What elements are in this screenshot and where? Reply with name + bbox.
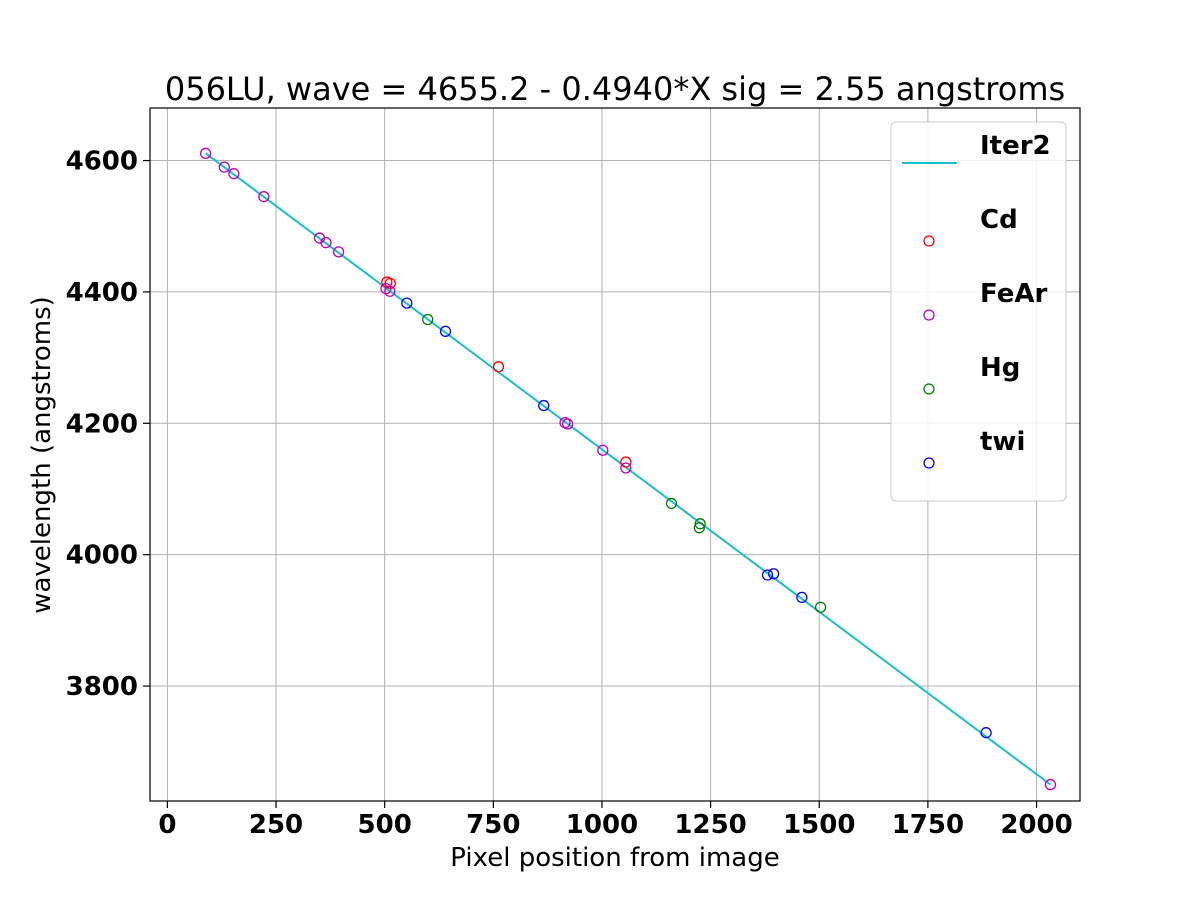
y-axis-label: wavelength (angstroms) xyxy=(27,296,57,614)
point-fear xyxy=(332,246,345,258)
x-tick-label: 1750 xyxy=(892,810,964,840)
point-twi xyxy=(439,325,452,337)
legend-label-iter2: Iter2 xyxy=(980,131,1051,161)
x-tick-label: 1250 xyxy=(674,810,746,840)
point-twi xyxy=(401,297,413,309)
legend-marker-twi xyxy=(923,457,935,469)
point-twi xyxy=(980,727,992,739)
x-tick-label: 500 xyxy=(358,810,412,840)
point-fear xyxy=(561,418,574,430)
legend-label-cd: Cd xyxy=(980,205,1018,235)
x-tick-label: 1000 xyxy=(566,810,638,840)
legend-marker-hg xyxy=(923,383,935,395)
point-hg xyxy=(694,518,706,530)
x-tick-label: 750 xyxy=(466,810,520,840)
fit-line-group xyxy=(205,152,1052,786)
point-cd xyxy=(620,456,632,468)
point-fear xyxy=(199,147,212,159)
point-twi xyxy=(538,399,550,412)
point-hg xyxy=(814,601,827,613)
x-tick-label: 2000 xyxy=(1000,810,1072,840)
point-fear xyxy=(620,462,632,474)
data-points xyxy=(199,147,1057,791)
x-tick-label: 0 xyxy=(158,810,176,840)
point-fear xyxy=(320,237,332,249)
fit-line-iter2 xyxy=(205,152,1052,786)
legend-label-hg: Hg xyxy=(980,353,1020,383)
point-fear xyxy=(1044,778,1057,791)
legend-marker-fear xyxy=(923,309,935,321)
legend-box xyxy=(890,121,1067,502)
point-fear xyxy=(597,444,609,456)
legend-marker-cd xyxy=(923,235,935,247)
plot-frame xyxy=(149,107,1081,802)
point-fear xyxy=(228,168,240,180)
legend-label-twi: twi xyxy=(980,427,1025,457)
point-twi xyxy=(767,568,780,580)
x-axis-ticks: 0 250 500 750 1000 1250 1500 1750 2000 xyxy=(158,801,1073,840)
chart-title: 056LU, wave = 4655.2 - 0.4940*X sig = 2.… xyxy=(165,70,1065,108)
x-axis-label: Pixel position from image xyxy=(450,843,779,873)
legend-label-fear: FeAr xyxy=(980,279,1047,309)
x-tick-label: 1500 xyxy=(783,810,855,840)
point-twi xyxy=(796,591,808,604)
point-fear xyxy=(218,161,230,173)
legend: Iter2 Cd FeAr Hg twi xyxy=(890,121,1067,502)
y-tick-label: 4200 xyxy=(66,409,138,439)
point-twi xyxy=(761,569,774,581)
point-cd xyxy=(492,361,505,373)
point-hg xyxy=(665,497,678,510)
point-fear xyxy=(258,191,270,203)
y-tick-label: 4400 xyxy=(66,278,138,308)
point-hg xyxy=(422,313,434,326)
point-fear xyxy=(384,285,396,297)
y-tick-label: 3800 xyxy=(66,672,138,702)
x-tick-label: 250 xyxy=(249,810,303,840)
y-axis-ticks: 3800 4000 4200 4400 4600 xyxy=(66,147,150,702)
y-tick-label: 4000 xyxy=(66,541,138,571)
point-hg xyxy=(693,522,705,534)
y-tick-label: 4600 xyxy=(66,147,138,177)
